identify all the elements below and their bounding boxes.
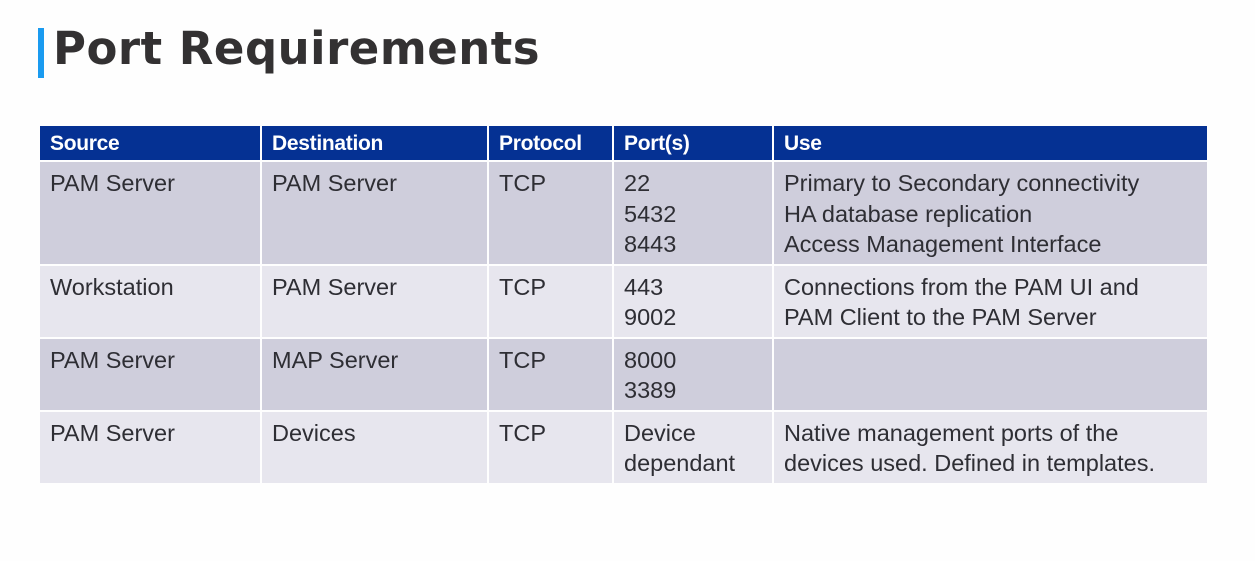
table-row: PAM Server MAP Server TCP 8000 3389 [40,338,1207,410]
header-destination: Destination [262,126,487,160]
cell-use-line: devices used. Defined in templates. [784,450,1155,476]
table-header-row: Source Destination Protocol Port(s) Use [40,126,1207,160]
cell-ports-line: 3389 [624,377,677,403]
header-ports: Port(s) [614,126,772,160]
cell-source: PAM Server [40,411,260,483]
cell-destination: Devices [262,411,487,483]
cell-protocol: TCP [489,411,612,483]
port-requirements-table: Source Destination Protocol Port(s) Use … [38,124,1209,485]
cell-source: PAM Server [40,162,260,264]
cell-ports-line: dependant [624,450,736,476]
cell-destination: PAM Server [262,162,487,264]
cell-protocol: TCP [489,162,612,264]
cell-use-line: Primary to Secondary connectivity [784,170,1140,196]
cell-ports-line: 9002 [624,304,677,330]
cell-ports-line: 8443 [624,231,677,257]
cell-ports-line: 8000 [624,346,677,373]
cell-use: Native management ports of the devices us… [774,411,1207,483]
cell-protocol: TCP [489,338,612,410]
page-title: Port Requirements [53,22,541,75]
header-source: Source [40,126,260,160]
cell-use-line: Native management ports of the [784,419,1119,446]
table-row: Workstation PAM Server TCP 443 9002 Connectio… [40,265,1207,337]
header-protocol: Protocol [489,126,612,160]
cell-use: Primary to Secondary connectivity HA data… [774,162,1207,264]
cell-ports: 443 9002 [614,265,772,337]
cell-use-line: HA database replication [784,200,1033,227]
cell-source: Workstation [40,265,260,337]
cell-use: Connections from the PAM UI and PAM Clien… [774,265,1207,337]
cell-ports-line: Device [624,419,696,446]
table-row: PAM Server PAM Server TCP 22 5432 8443 Primary… [40,162,1207,264]
cell-use [774,338,1207,410]
cell-protocol: TCP [489,265,612,337]
cell-destination: MAP Server [262,338,487,410]
cell-use-line: Connections from the PAM UI and [784,273,1139,300]
cell-ports-line: 5432 [624,200,677,227]
cell-ports: 8000 3389 [614,338,772,410]
cell-ports-line: 443 [624,273,664,300]
cell-ports-line: 22 [624,170,651,196]
cell-use-line: Access Management Interface [784,231,1102,257]
title-accent-bar [38,28,44,78]
cell-use-line: PAM Client to the PAM Server [784,304,1097,330]
cell-ports: 22 5432 8443 [614,162,772,264]
table-row: PAM Server Devices TCP Device dependant Nativ… [40,411,1207,483]
cell-source: PAM Server [40,338,260,410]
cell-destination: PAM Server [262,265,487,337]
header-use: Use [774,126,1207,160]
cell-ports: Device dependant [614,411,772,483]
